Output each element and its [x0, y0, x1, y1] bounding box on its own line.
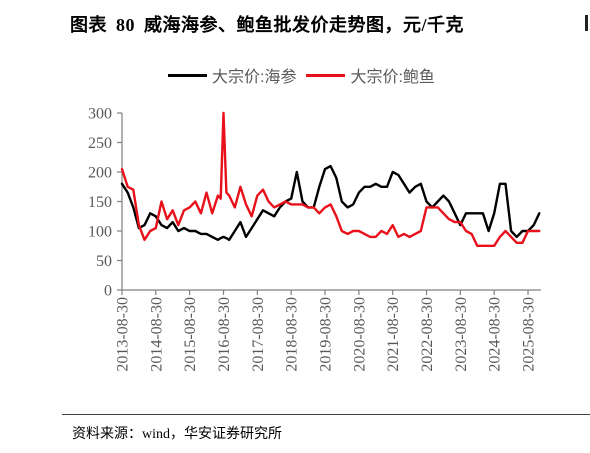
- x-tick-label: 2016-08-30: [216, 297, 233, 372]
- footer-divider: [62, 414, 590, 415]
- legend-label-haishen: 大宗价:海参: [212, 69, 297, 86]
- legend-label-baoyu: 大宗价:鲍鱼: [350, 69, 435, 86]
- y-tick-label: 300: [88, 106, 112, 123]
- clipped-edge-mark: [585, 15, 588, 31]
- legend-swatch-baoyu: [306, 73, 346, 77]
- legend-item-baoyu: 大宗价:鲍鱼: [306, 63, 435, 87]
- y-tick-label: 50: [96, 253, 112, 270]
- series-group: [120, 111, 541, 248]
- y-tick-label: 100: [88, 224, 112, 241]
- legend-swatch-haishen: [168, 73, 207, 77]
- x-tick-label: 2014-08-30: [148, 297, 165, 372]
- y-tick-label: 200: [88, 165, 112, 182]
- chart-legend: 大宗价:海参 大宗价:鲍鱼: [168, 64, 445, 86]
- axes: 0 50 100 150 200 250 300 2013-08-30 2014-08-30 20…: [88, 106, 541, 372]
- x-tick-label: 2020-08-30: [351, 297, 368, 372]
- series-line-haishen: [120, 164, 541, 242]
- series-line-baoyu: [120, 111, 541, 248]
- y-tick-label: 150: [88, 194, 112, 211]
- x-tick-label: 2022-08-30: [419, 297, 436, 372]
- y-tick-label: 0: [104, 283, 112, 300]
- chart-title: 图表 80 威海海参、鲍鱼批发价走势图，元/千克: [70, 15, 464, 35]
- x-tick-label: 2025-08-30: [521, 297, 538, 372]
- x-tick-label: 2018-08-30: [284, 297, 301, 372]
- x-tick-label: 2023-08-30: [453, 297, 470, 372]
- x-tick-label: 2024-08-30: [487, 297, 504, 372]
- legend-item-haishen: 大宗价:海参: [168, 63, 296, 87]
- x-tick-label: 2015-08-30: [182, 297, 199, 372]
- x-tick-label: 2013-08-30: [115, 297, 132, 372]
- y-tick-label: 250: [88, 135, 112, 152]
- x-tick-label: 2019-08-30: [317, 297, 334, 372]
- source-note: 资料来源：wind，华安证券研究所: [72, 427, 282, 442]
- x-tick-label: 2021-08-30: [385, 297, 402, 372]
- line-chart: 0 50 100 150 200 250 300 2013-08-30 2014-08-30 20…: [88, 106, 541, 372]
- x-tick-label: 2017-08-30: [250, 297, 267, 372]
